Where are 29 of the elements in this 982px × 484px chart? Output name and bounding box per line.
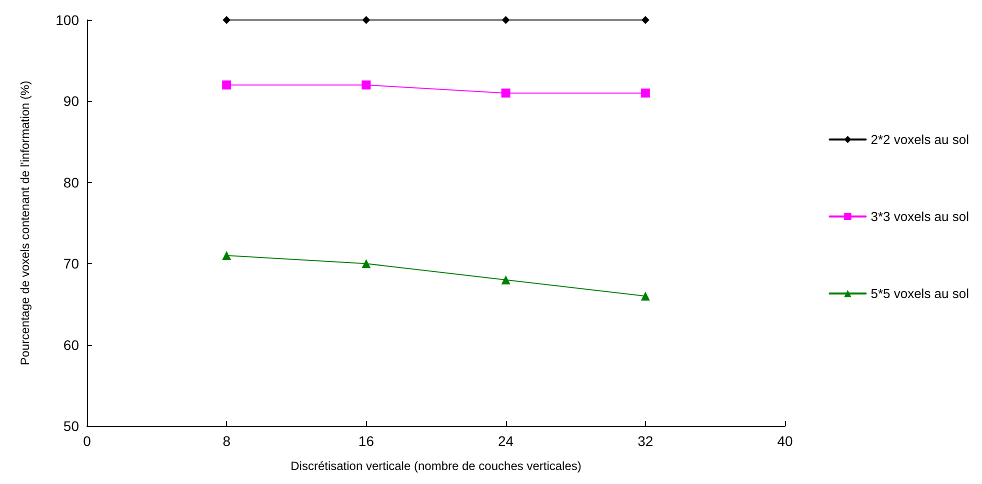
x-tick-label: 32 — [638, 433, 654, 449]
legend-label: 2*2 voxels au sol — [870, 132, 970, 147]
y-tick-label: 70 — [63, 256, 80, 272]
x-tick-label: 40 — [777, 433, 793, 449]
point — [501, 275, 510, 284]
legend-label: 3*3 voxels au sol — [870, 209, 970, 224]
x-tick-label: 0 — [83, 433, 92, 449]
y-tick-label: 100 — [56, 12, 80, 28]
legend-label: 5*5 voxels au sol — [870, 286, 970, 301]
point — [362, 16, 370, 24]
y-axis-title: Pourcentage de voxels contenant de l'information (%) — [18, 80, 32, 366]
point — [502, 16, 510, 24]
point — [362, 80, 371, 90]
point — [362, 259, 371, 268]
point — [501, 88, 510, 98]
y-tick-label: 90 — [63, 93, 80, 110]
point — [640, 88, 650, 98]
point — [222, 16, 231, 24]
point — [222, 80, 232, 90]
y-tick-label: 60 — [63, 336, 80, 353]
x-axis-title: Discrétisation verticale (nombre de couches verticales) — [290, 459, 582, 473]
x-tick-label: 8 — [222, 433, 231, 449]
x-tick-label: 24 — [498, 433, 514, 449]
point — [222, 250, 232, 260]
y-tick-label: 80 — [63, 174, 80, 190]
point — [641, 16, 650, 24]
y-tick-label: 50 — [63, 418, 80, 434]
x-tick-label: 16 — [358, 433, 374, 449]
point — [640, 292, 650, 301]
